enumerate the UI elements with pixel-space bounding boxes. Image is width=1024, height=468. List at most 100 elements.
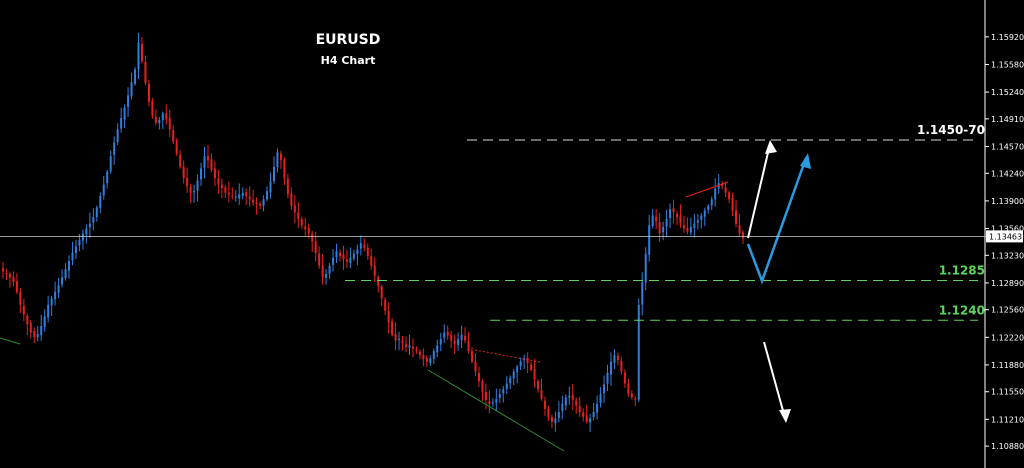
candle-body <box>279 153 282 161</box>
candle-body <box>50 298 53 306</box>
candle-body <box>526 357 529 364</box>
candle-body <box>550 416 553 422</box>
candle-body <box>415 350 418 352</box>
candle-body <box>92 217 95 223</box>
candle-body <box>471 351 474 362</box>
candle-body <box>29 322 32 333</box>
candle-body <box>627 383 630 395</box>
candle-body <box>321 265 324 278</box>
candle-body <box>401 340 404 344</box>
candle-body <box>484 391 487 400</box>
candle-body <box>450 334 453 341</box>
candle-body <box>366 248 369 257</box>
y-tick-label: 1.14240 <box>991 169 1024 178</box>
candle-body <box>22 305 25 315</box>
candle-body <box>54 291 57 300</box>
y-tick-label: 1.13230 <box>991 251 1024 260</box>
candle-body <box>523 358 526 361</box>
candle-body <box>700 215 703 220</box>
candle-body <box>481 381 484 392</box>
y-tick-label: 1.11550 <box>991 388 1024 397</box>
candle-body <box>613 355 616 363</box>
candle-body <box>575 400 578 406</box>
candle-body <box>210 159 213 171</box>
candle-body <box>8 273 11 278</box>
candle-body <box>519 361 522 367</box>
candle-body <box>637 304 640 400</box>
candle-body <box>533 369 536 380</box>
candle-body <box>68 260 71 271</box>
candle-body <box>238 194 241 199</box>
candle-body <box>474 361 477 372</box>
candle-body <box>81 233 84 241</box>
candle-body <box>88 223 91 228</box>
y-tick-label: 1.15580 <box>991 60 1024 69</box>
candle-body <box>377 276 380 287</box>
candle-body <box>696 220 699 223</box>
candle-body <box>554 418 557 424</box>
candle-body <box>620 360 623 372</box>
candle-body <box>516 366 519 373</box>
candle-body <box>57 285 60 293</box>
candle-body <box>425 357 428 362</box>
candle-body <box>735 210 738 224</box>
candle-body <box>467 340 470 352</box>
candle-body <box>196 180 199 191</box>
y-tick-label: 1.10880 <box>991 442 1024 451</box>
candle-body <box>585 415 588 422</box>
candle-body <box>655 216 658 222</box>
candle-body <box>217 178 220 185</box>
candle-body <box>248 196 251 200</box>
candle-body <box>231 195 234 197</box>
candle-body <box>738 224 741 234</box>
candle-body <box>686 227 689 232</box>
y-tick-label: 1.12890 <box>991 279 1024 288</box>
candle-body <box>15 281 18 292</box>
candle-body <box>182 166 185 179</box>
candle-body <box>352 253 355 259</box>
candle-body <box>116 129 119 143</box>
candle-body <box>2 268 4 272</box>
candle-body <box>603 384 606 394</box>
candle-body <box>641 282 644 305</box>
arrow-white-down <box>763 341 786 419</box>
candle-body <box>411 346 414 349</box>
candle-body <box>19 291 22 305</box>
candle-body <box>113 142 116 155</box>
candle-body <box>599 394 602 403</box>
candle-body <box>12 276 15 283</box>
candle-body <box>742 232 744 239</box>
trendlines <box>0 181 729 452</box>
candle-body <box>234 196 237 198</box>
candle-body <box>512 371 515 379</box>
candle-body <box>443 332 446 338</box>
candle-body <box>74 246 77 254</box>
chart-title: EURUSD <box>316 32 381 48</box>
trendline-red-top <box>685 181 729 198</box>
candle-body <box>262 199 265 206</box>
candle-body <box>5 272 8 274</box>
chart-subtitle: H4 Chart <box>321 54 376 67</box>
candle-body <box>147 83 150 102</box>
candle-body <box>689 226 692 233</box>
level-label-0: 1.1450-70 <box>917 123 985 137</box>
candle-body <box>311 233 314 242</box>
candle-body <box>408 345 411 348</box>
candle-body <box>200 168 203 180</box>
candle-body <box>102 184 105 196</box>
candle-body <box>276 152 279 168</box>
candle-body <box>509 377 512 384</box>
candle-body <box>547 408 550 417</box>
candle-body <box>391 321 394 335</box>
y-tick-label: 1.11880 <box>991 361 1024 370</box>
candle-body <box>464 335 467 341</box>
candle-body <box>293 205 296 213</box>
arrow-white-down-head <box>779 409 791 423</box>
candle-body <box>314 241 317 253</box>
candle-body <box>259 203 262 206</box>
candle-body <box>78 239 81 246</box>
candle-body <box>304 226 307 230</box>
candle-body <box>213 168 216 179</box>
candle-body <box>669 209 672 219</box>
candle-body <box>349 257 352 264</box>
